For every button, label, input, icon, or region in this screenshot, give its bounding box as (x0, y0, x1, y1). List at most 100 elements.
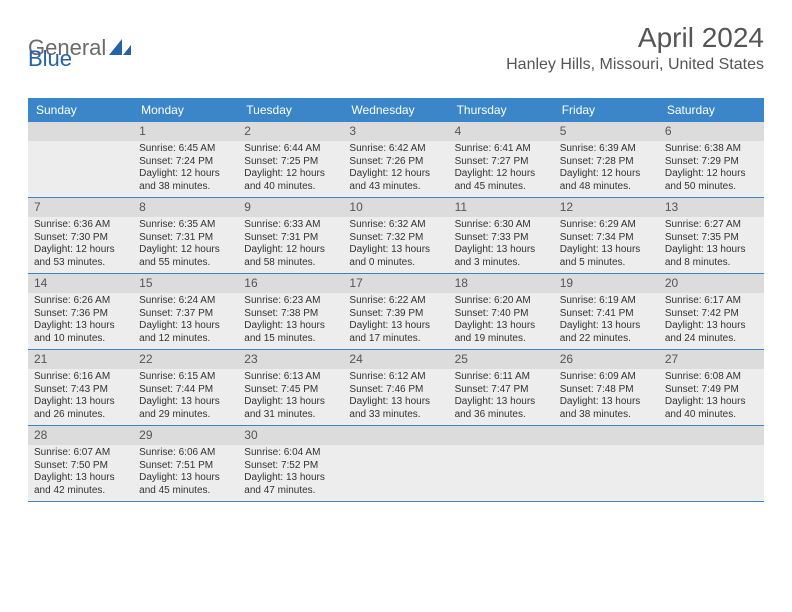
day-cell: 10Sunrise: 6:32 AMSunset: 7:32 PMDayligh… (343, 198, 448, 273)
day-number: 17 (343, 274, 448, 293)
weekday-header-cell: Tuesday (238, 98, 343, 122)
day-cell: 2Sunrise: 6:44 AMSunset: 7:25 PMDaylight… (238, 122, 343, 197)
week-row: 28Sunrise: 6:07 AMSunset: 7:50 PMDayligh… (28, 426, 764, 502)
day-cell: 16Sunrise: 6:23 AMSunset: 7:38 PMDayligh… (238, 274, 343, 349)
day-cell: 13Sunrise: 6:27 AMSunset: 7:35 PMDayligh… (659, 198, 764, 273)
day-number: 9 (238, 198, 343, 217)
sunset-line: Sunset: 7:31 PM (139, 232, 232, 245)
day-number-empty (343, 426, 448, 445)
sunset-line: Sunset: 7:25 PM (244, 156, 337, 169)
day-cell: 27 Sunrise: 6:08 AMSunset: 7:49 PMDayligh… (659, 350, 764, 425)
daylight-line: Daylight: 13 hours and 31 minutes. (244, 396, 337, 421)
day-details: Sunrise: 6:22 AMSunset: 7:39 PMDaylight:… (349, 295, 442, 345)
weekday-header-cell: Saturday (659, 98, 764, 122)
sunrise-line: Sunrise: 6:32 AM (349, 219, 442, 232)
topbar: General April 2024 Hanley Hills, Missour… (28, 22, 764, 74)
sunset-line: Sunset: 7:35 PM (665, 232, 758, 245)
day-number: 27 (659, 350, 764, 369)
sunset-line: Sunset: 7:42 PM (665, 308, 758, 321)
day-number: 20 (659, 274, 764, 293)
daylight-line: Daylight: 13 hours and 29 minutes. (139, 396, 232, 421)
day-number: 1 (133, 122, 238, 141)
day-details: Sunrise: 6:29 AMSunset: 7:34 PMDaylight:… (560, 219, 653, 269)
sunset-line: Sunset: 7:24 PM (139, 156, 232, 169)
day-details: Sunrise: 6:35 AMSunset: 7:31 PMDaylight:… (139, 219, 232, 269)
sunrise-line: Sunrise: 6:33 AM (244, 219, 337, 232)
day-details: Sunrise: 6:36 AMSunset: 7:30 PMDaylight:… (34, 219, 127, 269)
day-details: Sunrise: 6:17 AMSunset: 7:42 PMDaylight:… (665, 295, 758, 345)
day-number: 24 (343, 350, 448, 369)
day-number-empty (659, 426, 764, 445)
daylight-line: Daylight: 13 hours and 22 minutes. (560, 320, 653, 345)
day-number: 3 (343, 122, 448, 141)
day-details: Sunrise: 6:23 AMSunset: 7:38 PMDaylight:… (244, 295, 337, 345)
brand-part2: Blue (28, 46, 72, 72)
day-cell: 19Sunrise: 6:19 AMSunset: 7:41 PMDayligh… (554, 274, 659, 349)
sunrise-line: Sunrise: 6:04 AM (244, 447, 337, 460)
sunrise-line: Sunrise: 6:39 AM (560, 143, 653, 156)
daylight-line: Daylight: 13 hours and 15 minutes. (244, 320, 337, 345)
day-details: Sunrise: 6:33 AMSunset: 7:31 PMDaylight:… (244, 219, 337, 269)
day-number: 8 (133, 198, 238, 217)
day-details: Sunrise: 6:32 AMSunset: 7:32 PMDaylight:… (349, 219, 442, 269)
day-cell-empty (28, 122, 133, 197)
calendar: SundayMondayTuesdayWednesdayThursdayFrid… (28, 98, 764, 502)
day-cell: 15Sunrise: 6:24 AMSunset: 7:37 PMDayligh… (133, 274, 238, 349)
sunset-line: Sunset: 7:51 PM (139, 460, 232, 473)
daylight-line: Daylight: 12 hours and 38 minutes. (139, 168, 232, 193)
weekday-header-cell: Friday (554, 98, 659, 122)
daylight-line: Daylight: 13 hours and 10 minutes. (34, 320, 127, 345)
sunset-line: Sunset: 7:49 PM (665, 384, 758, 397)
day-number: 5 (554, 122, 659, 141)
sunset-line: Sunset: 7:27 PM (455, 156, 548, 169)
sunrise-line: Sunrise: 6:29 AM (560, 219, 653, 232)
daylight-line: Daylight: 13 hours and 12 minutes. (139, 320, 232, 345)
sunrise-line: Sunrise: 6:45 AM (139, 143, 232, 156)
sunset-line: Sunset: 7:31 PM (244, 232, 337, 245)
daylight-line: Daylight: 12 hours and 43 minutes. (349, 168, 442, 193)
day-details: Sunrise: 6:20 AMSunset: 7:40 PMDaylight:… (455, 295, 548, 345)
weekday-header: SundayMondayTuesdayWednesdayThursdayFrid… (28, 98, 764, 122)
daylight-line: Daylight: 12 hours and 40 minutes. (244, 168, 337, 193)
day-number: 11 (449, 198, 554, 217)
daylight-line: Daylight: 13 hours and 42 minutes. (34, 472, 127, 497)
day-details: Sunrise: 6:08 AMSunset: 7:49 PMDaylight:… (665, 371, 758, 421)
sunrise-line: Sunrise: 6:27 AM (665, 219, 758, 232)
day-cell: 30Sunrise: 6:04 AMSunset: 7:52 PMDayligh… (238, 426, 343, 501)
day-cell: 22Sunrise: 6:15 AMSunset: 7:44 PMDayligh… (133, 350, 238, 425)
sunrise-line: Sunrise: 6:38 AM (665, 143, 758, 156)
day-cell: 4Sunrise: 6:41 AMSunset: 7:27 PMDaylight… (449, 122, 554, 197)
week-row: 1Sunrise: 6:45 AMSunset: 7:24 PMDaylight… (28, 122, 764, 198)
sunrise-line: Sunrise: 6:19 AM (560, 295, 653, 308)
day-cell: 28Sunrise: 6:07 AMSunset: 7:50 PMDayligh… (28, 426, 133, 501)
day-details: Sunrise: 6:16 AMSunset: 7:43 PMDaylight:… (34, 371, 127, 421)
sunrise-line: Sunrise: 6:15 AM (139, 371, 232, 384)
sunrise-line: Sunrise: 6:11 AM (455, 371, 548, 384)
day-cell-empty (554, 426, 659, 501)
sunrise-line: Sunrise: 6:42 AM (349, 143, 442, 156)
sunset-line: Sunset: 7:44 PM (139, 384, 232, 397)
daylight-line: Daylight: 13 hours and 38 minutes. (560, 396, 653, 421)
day-number: 18 (449, 274, 554, 293)
day-cell: 29Sunrise: 6:06 AMSunset: 7:51 PMDayligh… (133, 426, 238, 501)
day-number-empty (28, 122, 133, 141)
day-cell: 18 Sunrise: 6:20 AMSunset: 7:40 PMDayligh… (449, 274, 554, 349)
sunrise-line: Sunrise: 6:07 AM (34, 447, 127, 460)
day-cell: 3Sunrise: 6:42 AMSunset: 7:26 PMDaylight… (343, 122, 448, 197)
weeks-container: 1Sunrise: 6:45 AMSunset: 7:24 PMDaylight… (28, 122, 764, 502)
day-details: Sunrise: 6:11 AMSunset: 7:47 PMDaylight:… (455, 371, 548, 421)
daylight-line: Daylight: 13 hours and 45 minutes. (139, 472, 232, 497)
daylight-line: Daylight: 12 hours and 50 minutes. (665, 168, 758, 193)
day-number: 12 (554, 198, 659, 217)
day-details: Sunrise: 6:19 AMSunset: 7:41 PMDaylight:… (560, 295, 653, 345)
day-cell: 26Sunrise: 6:09 AMSunset: 7:48 PMDayligh… (554, 350, 659, 425)
day-number: 7 (28, 198, 133, 217)
week-row: 21Sunrise: 6:16 AMSunset: 7:43 PMDayligh… (28, 350, 764, 426)
day-number: 14 (28, 274, 133, 293)
day-number: 26 (554, 350, 659, 369)
sunset-line: Sunset: 7:48 PM (560, 384, 653, 397)
brand-part2-wrap: Blue (28, 46, 72, 72)
day-number: 4 (449, 122, 554, 141)
daylight-line: Daylight: 13 hours and 33 minutes. (349, 396, 442, 421)
sunrise-line: Sunrise: 6:06 AM (139, 447, 232, 460)
